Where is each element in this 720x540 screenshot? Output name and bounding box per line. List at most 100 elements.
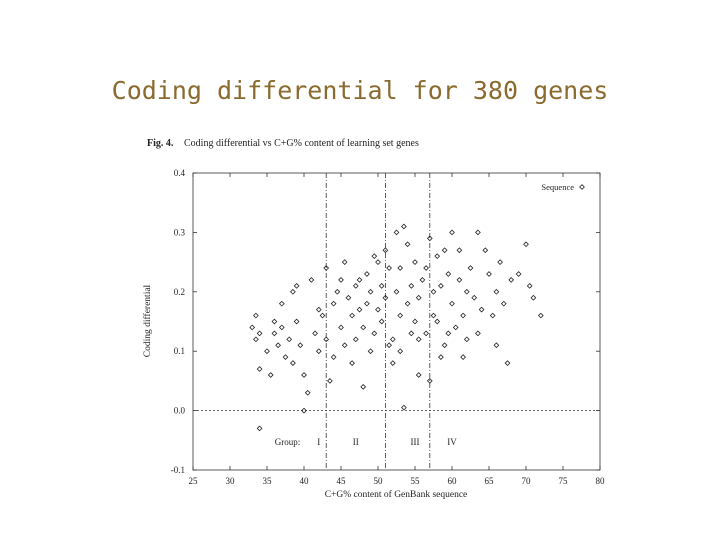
- data-point: [515, 271, 522, 277]
- data-point: [526, 282, 533, 289]
- data-point: [375, 306, 381, 313]
- data-point: [386, 265, 392, 271]
- data-point: [475, 229, 481, 236]
- y-tick-label: 0.4: [174, 168, 186, 178]
- data-point: [397, 348, 404, 355]
- data-point: [415, 294, 422, 301]
- x-tick-label: 50: [374, 476, 384, 486]
- data-point: [253, 312, 259, 319]
- data-point: [426, 235, 433, 242]
- data-point: [330, 354, 337, 361]
- data-point: [397, 265, 404, 271]
- plot-frame: [192, 172, 601, 471]
- data-point: [352, 336, 359, 343]
- data-point: [500, 300, 507, 307]
- data-point: [360, 324, 367, 331]
- x-tick-label: 30: [226, 476, 236, 486]
- data-point: [441, 342, 448, 349]
- data-point: [364, 271, 370, 277]
- data-point: [290, 360, 296, 366]
- data-point: [523, 241, 529, 248]
- data-point: [463, 336, 470, 343]
- data-point: [356, 306, 363, 313]
- data-point: [486, 271, 492, 277]
- data-point: [323, 265, 330, 271]
- data-point: [397, 312, 404, 319]
- data-point: [497, 259, 503, 265]
- data-point: [278, 300, 285, 307]
- group-label: III: [411, 437, 420, 447]
- group-label: II: [353, 437, 359, 447]
- data-point: [382, 247, 389, 254]
- data-point: [393, 229, 400, 236]
- data-point: [389, 360, 396, 366]
- x-tick-label: 35: [263, 476, 273, 486]
- y-tick-label: 0.0: [174, 406, 186, 416]
- data-point: [367, 288, 374, 295]
- data-point: [404, 300, 411, 307]
- group-label: IV: [447, 437, 457, 447]
- data-point: [315, 306, 322, 313]
- data-point: [430, 312, 437, 319]
- data-point: [389, 336, 396, 343]
- figure-label: Fig. 4.: [147, 138, 174, 149]
- slide-title: Coding differential for 380 genes: [111, 76, 609, 105]
- data-point: [423, 265, 429, 271]
- data-point: [271, 330, 278, 337]
- data-point: [256, 366, 263, 372]
- data-point: [349, 312, 355, 319]
- x-tick-label: 60: [448, 476, 458, 486]
- data-point: [408, 330, 415, 337]
- data-point: [304, 389, 311, 396]
- data-point: [315, 348, 322, 355]
- data-point: [449, 300, 455, 307]
- data-point: [356, 277, 363, 283]
- data-point: [293, 282, 300, 289]
- data-point: [301, 407, 307, 414]
- data-point: [378, 282, 385, 289]
- data-point: [493, 342, 500, 349]
- data-point: [308, 277, 315, 283]
- y-axis-label: Coding differential: [142, 284, 153, 357]
- data-points: [249, 223, 544, 432]
- data-point: [382, 294, 389, 301]
- data-point: [352, 282, 359, 289]
- data-point: [530, 294, 537, 301]
- data-point: [253, 336, 259, 343]
- y-tick-label: 0.1: [174, 346, 185, 356]
- data-point: [415, 372, 422, 378]
- data-point: [508, 277, 515, 283]
- data-point: [489, 312, 496, 319]
- data-point: [312, 330, 318, 337]
- data-point: [419, 277, 426, 283]
- data-point: [330, 300, 337, 307]
- data-point: [286, 336, 293, 343]
- data-point: [393, 288, 400, 295]
- data-point: [364, 300, 370, 307]
- data-point: [367, 348, 374, 355]
- data-point: [478, 306, 485, 313]
- data-point: [341, 342, 348, 349]
- data-point: [256, 425, 263, 432]
- x-tick-label: 40: [300, 476, 310, 486]
- data-point: [467, 265, 474, 271]
- data-point: [256, 330, 263, 337]
- data-point: [438, 282, 444, 289]
- data-point: [349, 360, 355, 366]
- data-point: [471, 294, 478, 301]
- data-point: [412, 259, 418, 265]
- data-point: [430, 288, 437, 295]
- data-point: [375, 259, 381, 265]
- data-point: [456, 247, 463, 254]
- data-point: [290, 288, 296, 295]
- data-point: [264, 348, 270, 355]
- data-point: [401, 404, 407, 411]
- data-point: [278, 324, 285, 331]
- data-point: [445, 271, 452, 277]
- x-tick-label: 70: [522, 476, 532, 486]
- data-point: [338, 277, 344, 283]
- data-point: [537, 312, 544, 319]
- data-point: [323, 336, 330, 343]
- data-point: [301, 372, 307, 378]
- data-point: [475, 330, 481, 337]
